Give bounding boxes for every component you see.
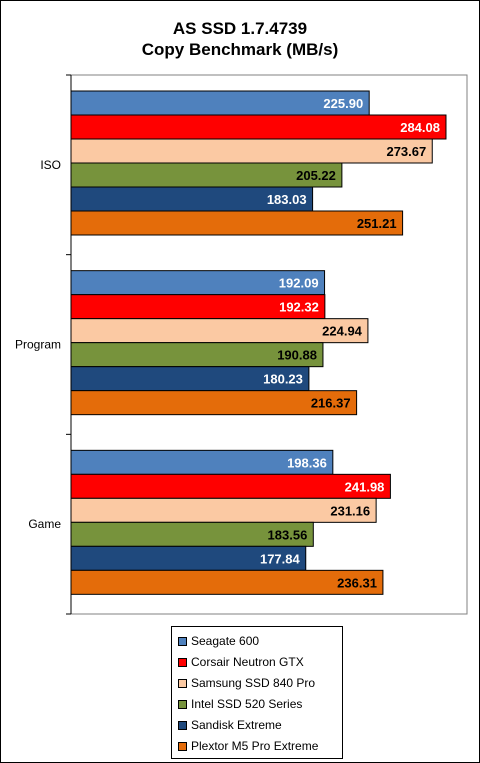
legend-swatch bbox=[178, 699, 187, 709]
legend-item: Intel SSD 520 Series bbox=[178, 695, 302, 713]
data-label: 183.03 bbox=[267, 192, 307, 207]
bar bbox=[70, 270, 326, 296]
data-label: 251.21 bbox=[357, 216, 397, 231]
bar bbox=[70, 90, 370, 116]
legend-item: Sandisk Extreme bbox=[178, 716, 282, 734]
category-label: Game bbox=[28, 517, 61, 531]
bar bbox=[70, 521, 314, 547]
category-label: ISO bbox=[40, 158, 61, 172]
legend-label: Sandisk Extreme bbox=[191, 718, 282, 732]
bar bbox=[70, 318, 369, 344]
chart-title: AS SSD 1.7.4739 bbox=[172, 19, 308, 38]
legend-label: Samsung SSD 840 Pro bbox=[191, 676, 316, 690]
bar bbox=[70, 210, 404, 236]
data-label: 180.23 bbox=[263, 372, 303, 387]
data-label: 183.56 bbox=[268, 527, 308, 542]
data-label: 198.36 bbox=[287, 455, 327, 470]
legend-swatch bbox=[178, 657, 187, 667]
data-label: 225.90 bbox=[323, 96, 363, 111]
legend-label: Seagate 600 bbox=[191, 634, 260, 648]
bar bbox=[70, 473, 391, 499]
bar bbox=[70, 545, 307, 571]
legend-label: Corsair Neutron GTX bbox=[191, 655, 304, 669]
bar bbox=[70, 569, 384, 595]
bar bbox=[70, 342, 324, 368]
bar bbox=[70, 186, 314, 212]
legend-label: Intel SSD 520 Series bbox=[191, 697, 303, 711]
data-label: 224.94 bbox=[322, 324, 363, 339]
legend-swatch bbox=[178, 636, 187, 646]
chart-legend: Seagate 600 Corsair Neutron GTX Samsung SS… bbox=[171, 626, 343, 759]
data-label: 205.22 bbox=[296, 168, 336, 183]
data-label: 192.32 bbox=[279, 300, 319, 315]
category-label: Program bbox=[15, 338, 61, 352]
bar bbox=[70, 366, 310, 392]
legend-label: Plextor M5 Pro Extreme bbox=[191, 739, 319, 753]
data-label: 284.08 bbox=[400, 120, 440, 135]
bar bbox=[70, 449, 334, 475]
legend-swatch bbox=[178, 741, 187, 751]
data-label: 177.84 bbox=[260, 551, 301, 566]
data-label: 241.98 bbox=[345, 479, 385, 494]
bar bbox=[70, 497, 377, 523]
legend-swatch bbox=[178, 720, 187, 730]
chart-subtitle: Copy Benchmark (MB/s) bbox=[141, 40, 339, 59]
data-label: 192.09 bbox=[279, 276, 319, 291]
legend-item: Samsung SSD 840 Pro bbox=[178, 674, 315, 692]
legend-swatch bbox=[178, 678, 187, 688]
legend-item: Corsair Neutron GTX bbox=[178, 653, 304, 671]
bar bbox=[70, 294, 326, 320]
data-label: 190.88 bbox=[277, 348, 317, 363]
legend-item: Plextor M5 Pro Extreme bbox=[178, 737, 318, 755]
data-label: 273.67 bbox=[386, 144, 426, 159]
bar bbox=[70, 138, 433, 164]
bar bbox=[70, 390, 358, 416]
bar bbox=[70, 114, 447, 140]
data-label: 216.37 bbox=[311, 396, 351, 411]
data-label: 231.16 bbox=[330, 503, 370, 518]
data-label: 236.31 bbox=[337, 575, 377, 590]
legend-item: Seagate 600 bbox=[178, 632, 259, 650]
